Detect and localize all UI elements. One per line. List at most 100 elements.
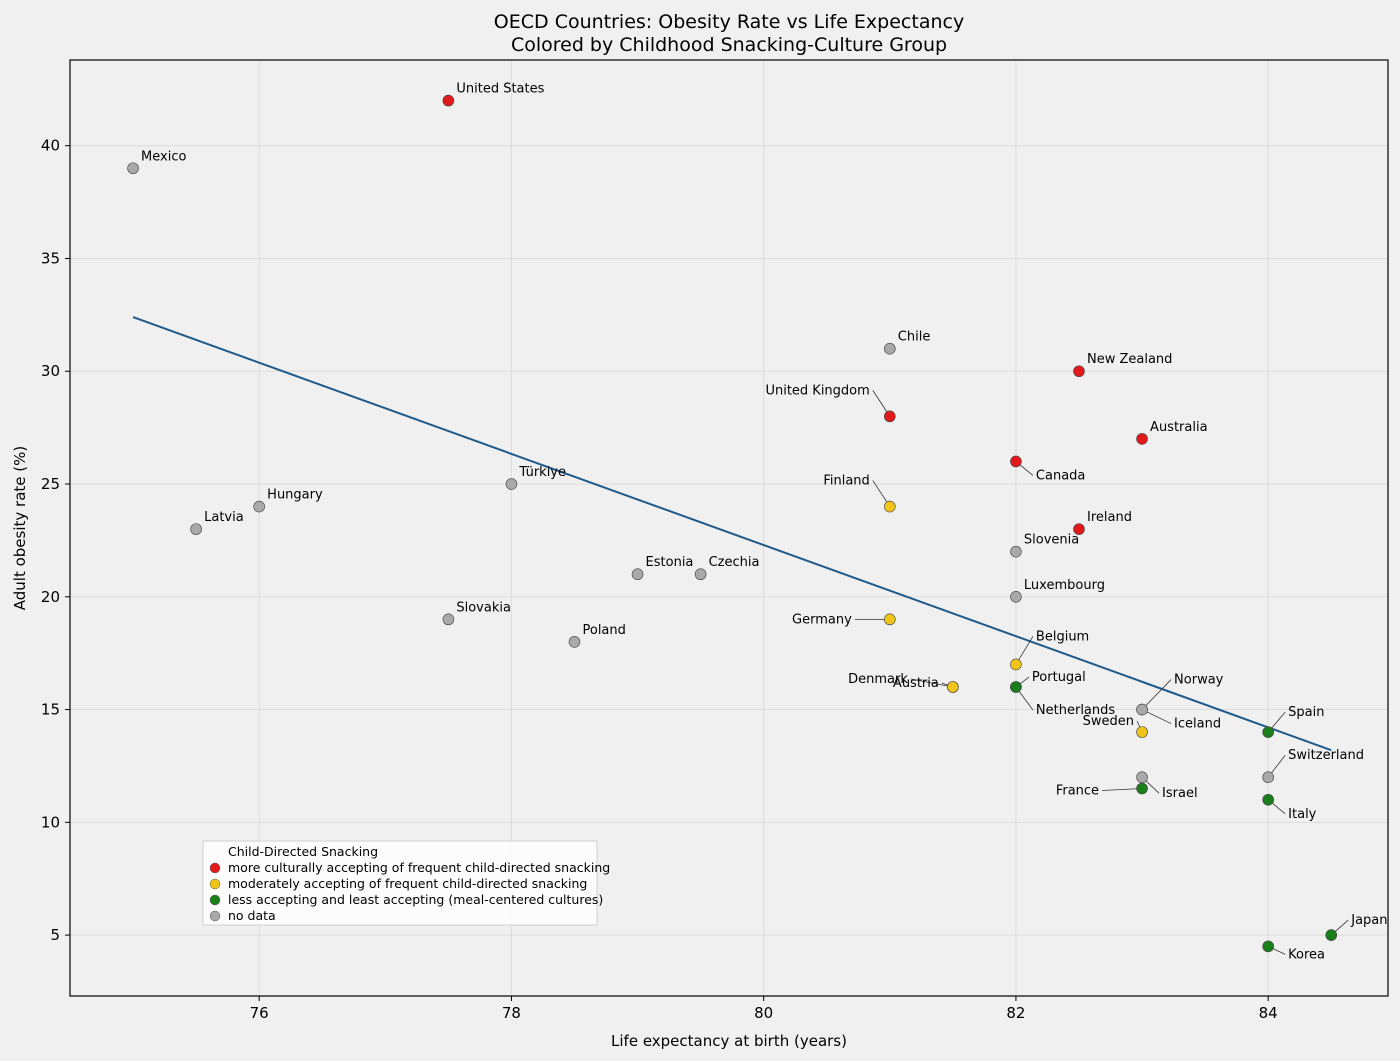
point-label: Canada: [1036, 468, 1085, 483]
data-point: [1010, 658, 1022, 671]
label-leader: [1102, 788, 1143, 791]
trend-line: [132, 316, 1332, 752]
data-points: [127, 94, 1338, 953]
point-label: Latvia: [204, 510, 244, 525]
x-axis-label: Life expectancy at birth (years): [611, 1032, 847, 1050]
point-label: Belgium: [1036, 629, 1089, 644]
point-label: Slovenia: [1024, 533, 1079, 548]
legend-marker: [209, 878, 221, 890]
point-label: Italy: [1288, 807, 1317, 822]
data-point: [1262, 726, 1274, 738]
point-label: Slovakia: [456, 600, 511, 615]
data-point: [253, 500, 265, 513]
legend: Child-Directed Snacking more culturally …: [202, 840, 610, 926]
point-label: Australia: [1150, 420, 1208, 435]
point-label: Norway: [1174, 673, 1224, 688]
x-tick-label: 76: [250, 1004, 269, 1022]
data-point: [1262, 793, 1274, 806]
point-label: Netherlands: [1036, 703, 1115, 718]
y-tick-label: 15: [41, 701, 60, 719]
chart-subtitle: Colored by Childhood Snacking-Culture Gr…: [511, 34, 947, 56]
point-label: Israel: [1162, 786, 1198, 801]
point-label: Germany: [792, 612, 852, 627]
data-point: [1136, 726, 1148, 738]
data-point: [1262, 771, 1274, 784]
point-label: United States: [456, 82, 544, 97]
x-tick-label: 84: [1259, 1004, 1278, 1022]
y-tick-label: 40: [41, 137, 60, 155]
data-point: [694, 568, 707, 581]
point-label: Japan: [1350, 913, 1387, 928]
data-point: [1010, 545, 1022, 558]
point-label: Czechia: [709, 555, 760, 570]
data-point: [1010, 681, 1022, 693]
data-point: [1136, 433, 1148, 445]
point-label: Sweden: [1083, 714, 1134, 729]
legend-box: [202, 840, 598, 926]
x-tick-label: 82: [1006, 1004, 1025, 1022]
data-point: [1073, 523, 1085, 535]
point-label: Switzerland: [1288, 748, 1364, 763]
data-point: [631, 568, 644, 581]
x-tick-label: 78: [502, 1004, 521, 1022]
y-tick-label: 5: [50, 926, 60, 944]
label-leader-lines: [854, 390, 1349, 955]
data-point: [1325, 929, 1338, 941]
point-label: Türkiye: [518, 465, 566, 480]
legend-entry: more culturally accepting of frequent ch…: [228, 860, 610, 875]
data-point: [1073, 365, 1085, 378]
axis-ticks: 76 78 80 82 84 5 10 15 20 25 30 35 40: [41, 137, 1278, 1022]
point-label: Portugal: [1032, 670, 1086, 685]
data-point: [505, 478, 518, 490]
y-tick-label: 10: [41, 813, 60, 831]
legend-entry: moderately accepting of frequent child-d…: [228, 876, 587, 891]
y-tick-label: 25: [41, 475, 60, 493]
legend-marker: [209, 910, 221, 922]
x-tick-label: 80: [754, 1004, 773, 1022]
y-tick-label: 35: [41, 249, 60, 267]
legend-entry: no data: [228, 908, 276, 923]
trend-line-group: [132, 316, 1332, 752]
point-label: Mexico: [141, 149, 186, 164]
chart-title: OECD Countries: Obesity Rate vs Life Exp…: [494, 11, 964, 33]
legend-marker: [209, 862, 221, 874]
grid-lines: [70, 60, 1388, 996]
point-label: Austria: [893, 676, 939, 691]
point-label: Estonia: [646, 555, 694, 570]
data-point: [884, 342, 896, 355]
point-label: Poland: [582, 623, 625, 638]
y-axis-label: Adult obesity rate (%): [11, 446, 29, 610]
data-point: [1136, 703, 1148, 716]
point-label: United Kingdom: [765, 383, 869, 398]
point-label: Denmark: [848, 672, 908, 687]
plot-frame: [69, 59, 1389, 997]
data-point: [884, 500, 896, 513]
y-tick-label: 30: [41, 362, 60, 380]
label-leader: [1141, 679, 1172, 710]
data-point: [1136, 782, 1148, 795]
data-point: [1136, 771, 1148, 784]
data-point: [568, 636, 581, 648]
label-leader: [910, 678, 953, 688]
data-point: [1262, 940, 1274, 953]
data-point: [442, 94, 455, 107]
point-label: New Zealand: [1087, 352, 1172, 367]
legend-title: Child-Directed Snacking: [228, 844, 378, 859]
data-point: [947, 681, 959, 693]
point-label: Korea: [1288, 947, 1325, 962]
point-label: Ireland: [1087, 510, 1132, 525]
legend-marker: [209, 894, 221, 906]
point-label: Chile: [898, 330, 931, 345]
point-label: Finland: [823, 474, 869, 489]
point-label: Spain: [1288, 705, 1324, 720]
data-point: [884, 410, 896, 423]
data-point: [442, 613, 455, 626]
point-labels: United States Mexico Chile New Zealand Unite…: [141, 82, 1387, 963]
data-point: [884, 613, 896, 626]
point-label: Iceland: [1174, 717, 1221, 732]
point-label: France: [1056, 784, 1099, 799]
y-tick-label: 20: [41, 588, 60, 606]
data-point: [1010, 590, 1022, 603]
data-point: [1010, 455, 1022, 468]
